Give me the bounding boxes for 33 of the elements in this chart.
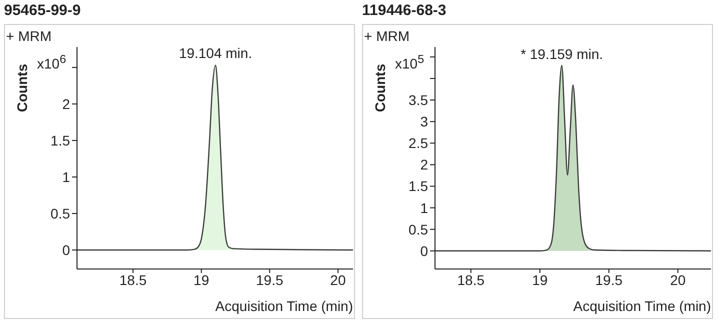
x-tick-label: 20 <box>670 272 686 288</box>
annotation: * 19.159 min. <box>520 46 604 62</box>
x-tick-label: 18.5 <box>457 272 485 288</box>
annotation: 19.104 min. <box>178 45 254 62</box>
x-tick-label: 19 <box>532 272 548 288</box>
chart-title: 119446-68-3 <box>362 2 446 19</box>
text: + MRM <box>6 28 52 44</box>
x-tick-label: 19.5 <box>256 272 284 288</box>
y-tick-label: 0.5 <box>50 205 70 222</box>
y-axis-title: Counts <box>14 62 30 114</box>
text: + MRM <box>364 28 410 44</box>
x-tick-label: 19 <box>194 272 210 288</box>
x-axis-title: Acquisition Time (min) <box>573 298 711 314</box>
y-tick-label: 1 <box>420 200 428 216</box>
chart-title: 95465-99-9 <box>4 2 81 19</box>
text: x10$^{5}$ <box>395 53 424 72</box>
y-tick-label: 1 <box>62 168 70 185</box>
x-tick-label: 20 <box>330 272 346 288</box>
y-tick-label: 1.5 <box>408 178 428 194</box>
y-tick-label: 3.5 <box>408 92 428 108</box>
y-tick-label: 0 <box>62 242 70 258</box>
y-tick-label: 2 <box>420 156 428 173</box>
y-tick-label: 3 <box>420 114 428 130</box>
x-tick-label: 19.5 <box>595 272 623 288</box>
x-tick-label: 18.5 <box>119 272 147 288</box>
y-tick-label: 0 <box>420 242 428 259</box>
y-tick-label: 2 <box>62 96 70 112</box>
x-axis-title: Acquisition Time (min) <box>215 298 353 314</box>
y-tick-label: 1.5 <box>50 132 70 148</box>
text: x10$^{6}$ <box>37 53 66 72</box>
y-axis-title: Counts <box>372 62 388 114</box>
y-tick-label: 0.5 <box>408 221 428 238</box>
y-tick-label: 2.5 <box>408 135 428 152</box>
